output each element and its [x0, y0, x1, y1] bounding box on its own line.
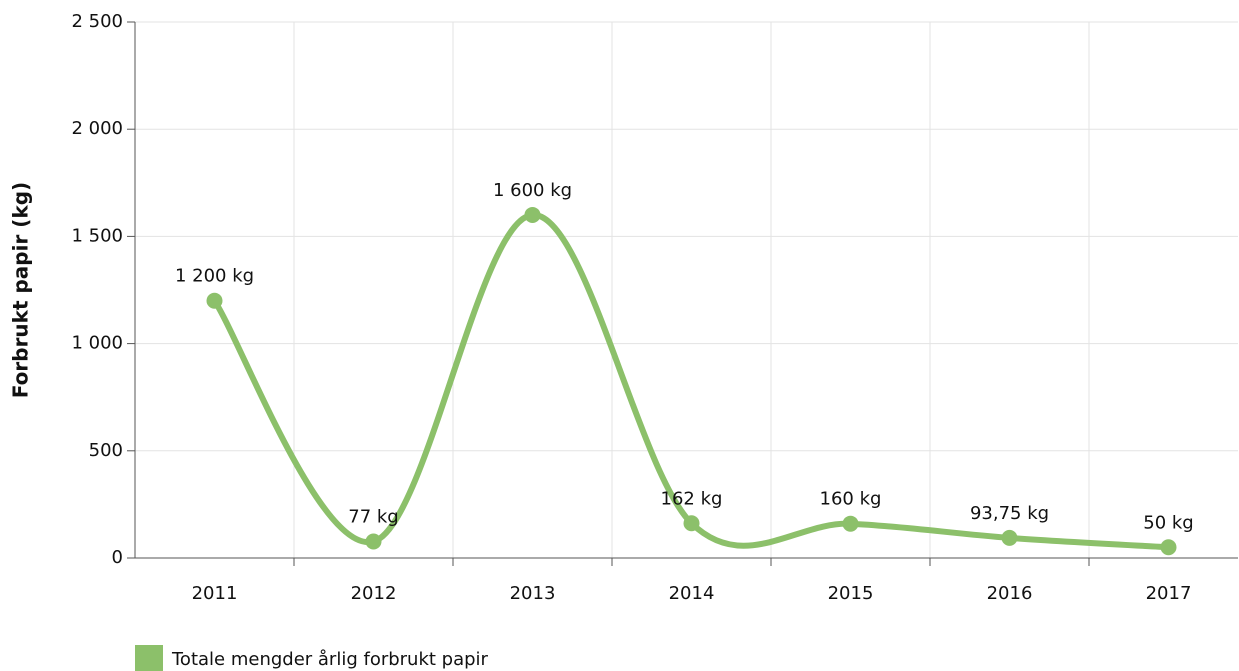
data-label: 77 kg: [348, 506, 398, 527]
y-tick-label: 0: [112, 547, 123, 568]
data-label: 50 kg: [1143, 512, 1193, 533]
y-axis-title: Forbrukt papir (kg): [9, 182, 33, 398]
data-point: [1001, 529, 1018, 546]
y-tick-label: 2 500: [71, 11, 123, 32]
data-label: 162 kg: [661, 488, 723, 509]
y-tick-label: 2 000: [71, 118, 123, 139]
data-point: [524, 206, 541, 223]
x-tick-label: 2011: [192, 583, 238, 604]
data-point: [365, 533, 382, 550]
x-tick-label: 2016: [987, 583, 1033, 604]
legend-label: Totale mengder årlig forbrukt papir: [171, 649, 489, 670]
x-tick-label: 2015: [828, 583, 874, 604]
x-tick-label: 2012: [351, 583, 397, 604]
data-point: [206, 292, 223, 309]
x-tick-label: 2017: [1146, 583, 1192, 604]
data-label: 160 kg: [820, 489, 882, 510]
y-tick-label: 500: [89, 440, 123, 461]
series-line: [211, 211, 1169, 551]
data-label: 93,75 kg: [970, 503, 1049, 524]
data-point: [1160, 539, 1177, 556]
x-tick-label: 2013: [510, 583, 556, 604]
data-point: [842, 515, 859, 532]
y-tick-label: 1 000: [71, 333, 123, 354]
x-tick-label: 2014: [669, 583, 715, 604]
data-label: 1 600 kg: [493, 180, 572, 201]
data-point: [683, 515, 700, 532]
y-tick-label: 1 500: [71, 225, 123, 246]
legend-swatch: [135, 645, 163, 671]
data-label: 1 200 kg: [175, 266, 254, 287]
